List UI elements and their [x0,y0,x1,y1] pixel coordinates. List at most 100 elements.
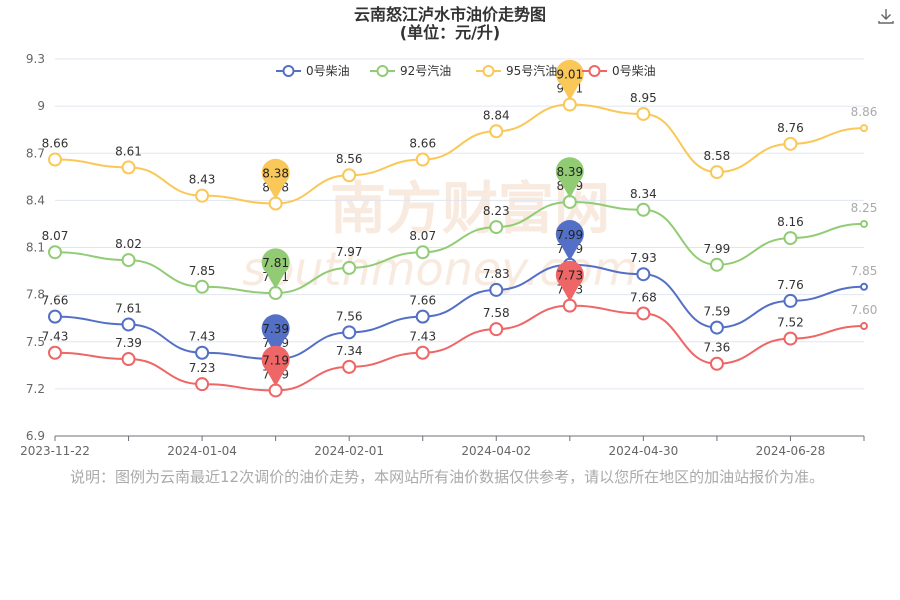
min-marker-pin: 7.81 [261,248,290,290]
series-1: 7.66 7.61 7.43 7.39 7.56 7.66 7.83 7.99 7.93 7.59… [42,220,878,367]
pin-shape [261,345,290,387]
data-point [636,306,651,321]
series-4: 7.43 7.39 7.23 7.19 7.34 7.43 7.58 7.73 7.68 7.36… [42,260,878,398]
pin-label: 7.73 [556,269,583,283]
data-point [636,267,651,282]
data-point [783,331,798,346]
series-3: 8.66 8.61 8.43 8.38 8.56 8.66 8.84 9.01 8.95 8.58… [42,59,877,211]
pin-label: 9.01 [556,68,583,82]
data-label: 7.99 [704,242,731,256]
data-label: 8.84 [483,108,510,122]
chart-subtitle: (单位：元/升) [400,23,500,42]
series-layer: 7.66 7.61 7.43 7.39 7.56 7.66 7.83 7.99 7.93 7.59… [42,59,878,398]
data-point [783,231,798,246]
legend-label: 0号柴油 [612,64,656,78]
data-label: 7.85 [851,264,878,278]
data-label: 7.60 [851,303,878,317]
y-tick-label: 9 [37,99,45,113]
min-marker-pin: 7.19 [261,345,290,387]
data-label: 8.34 [630,187,657,201]
legend-marker [482,65,495,77]
data-point [709,356,724,371]
pin-label: 7.39 [262,322,289,336]
data-label: 7.43 [189,330,216,344]
data-point [342,325,357,340]
data-label: 7.43 [409,330,436,344]
y-tick-label: 7.8 [26,288,45,302]
data-point [860,282,868,291]
chart-note: 说明：图例为云南最近12次调价的油价走势，本网站所有油价数据仅供参考，请以您所在… [70,468,825,486]
data-label: 8.95 [630,91,657,105]
data-label: 7.23 [189,361,216,375]
y-tick-label: 6.9 [26,429,45,443]
pin-label: 7.19 [262,353,289,367]
max-marker-pin: 8.39 [555,157,584,198]
data-point [415,345,430,360]
data-label: 7.97 [336,245,363,259]
legend-label: 0号柴油 [306,64,350,78]
pin-label: 8.38 [262,167,289,181]
data-point [860,322,868,331]
legend-item-3[interactable]: 95号汽油 [476,63,557,78]
series-2: 8.07 8.02 7.85 7.81 7.97 8.07 8.23 8.39 8.34 7.99… [42,157,878,301]
data-point [636,202,651,217]
data-label: 7.83 [483,267,510,281]
y-tick-label: 8.1 [26,241,45,255]
max-marker-pin: 7.73 [555,260,584,302]
data-point [195,279,210,294]
legend-label: 95号汽油 [506,63,557,78]
data-point [121,317,136,332]
data-point [860,219,868,228]
pin-shape [261,314,290,356]
data-point [121,352,136,367]
data-label: 7.59 [704,305,731,319]
data-label: 7.58 [483,306,510,320]
data-point [195,377,210,392]
pin-shape [261,158,290,200]
data-point [342,359,357,374]
series-line [54,200,865,295]
legend-marker [282,65,295,77]
min-marker-pin: 7.39 [261,314,290,356]
series-line [54,263,865,361]
data-point [415,152,430,167]
max-marker-pin: 9.01 [555,59,584,101]
legend-item-2[interactable]: 92号汽油 [370,63,451,78]
y-axis: 6.9 7.2 7.5 7.8 8.1 8.4 8.7 9 9.3 [26,52,45,443]
data-label: 8.25 [851,201,878,215]
data-label: 7.76 [777,278,804,292]
data-point [415,245,430,260]
x-tick-label: 2024-02-01 [314,444,384,458]
pin-label: 7.81 [262,256,289,270]
pin-shape [555,59,584,101]
chart-title: 云南怒江泸水市油价走势图 [354,5,546,24]
x-tick-label: 2024-01-04 [167,444,237,458]
legend[interactable]: 0号柴油 92号汽油 95号汽油 0号柴油 [276,63,656,78]
legend-item-4[interactable]: 0号柴油 [582,64,656,78]
data-label: 8.16 [777,215,804,229]
data-label: 8.76 [777,121,804,135]
data-point [783,293,798,308]
data-label: 7.52 [777,316,804,330]
data-point [342,168,357,183]
legend-item-1[interactable]: 0号柴油 [276,64,350,78]
data-label: 7.66 [42,294,69,308]
data-point [415,309,430,324]
data-point [489,124,504,139]
x-tick-label: 2024-04-02 [461,444,531,458]
series-line [54,103,865,205]
y-tick-label: 7.2 [26,382,45,396]
y-tick-label: 9.3 [26,52,45,66]
data-point [48,309,62,324]
data-label: 8.66 [409,137,436,151]
data-label: 7.36 [704,341,731,355]
data-point [709,257,724,272]
data-label: 7.56 [336,309,363,323]
max-marker-pin: 7.99 [555,220,584,261]
x-tick-label: 2024-06-28 [756,444,826,458]
data-point [783,136,798,151]
download-icon[interactable] [876,6,896,26]
data-label: 8.58 [704,149,731,163]
data-point [195,188,210,203]
data-label: 8.07 [42,229,69,243]
